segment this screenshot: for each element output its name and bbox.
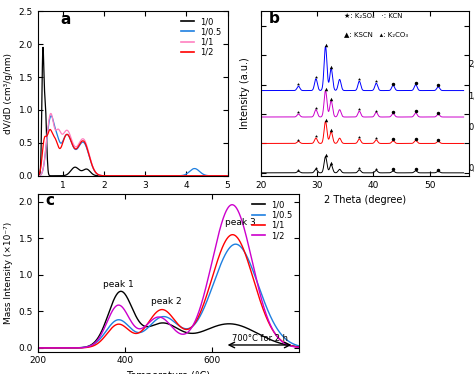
Legend: 1/0, 1/0.5, 1/1, 1/2: 1/0, 1/0.5, 1/1, 1/2 (180, 15, 223, 58)
Y-axis label: Mass Intensity (×10⁻⁷): Mass Intensity (×10⁻⁷) (4, 222, 13, 324)
Text: 0/1: 0/1 (468, 164, 474, 173)
Y-axis label: Intensity (a.u.): Intensity (a.u.) (240, 58, 250, 129)
Text: a: a (61, 12, 71, 27)
Text: peak 3: peak 3 (225, 218, 255, 227)
Text: c: c (46, 193, 55, 208)
Text: ★: K₂SO₄   ⋅: KCN: ★: K₂SO₄ ⋅: KCN (344, 13, 402, 19)
Text: ▲: KSCN   ▴: K₂CO₃: ▲: KSCN ▴: K₂CO₃ (344, 31, 408, 37)
X-axis label: Temperature (°C): Temperature (°C) (126, 371, 210, 374)
Text: peak 2: peak 2 (151, 297, 182, 306)
Text: peak 1: peak 1 (103, 280, 134, 289)
Text: 1/1: 1/1 (468, 92, 474, 101)
Text: b: b (269, 11, 280, 26)
Legend: 1/0, 1/0.5, 1/1, 1/2: 1/0, 1/0.5, 1/1, 1/2 (251, 199, 294, 242)
Text: 2/1: 2/1 (468, 59, 474, 68)
Y-axis label: dV/dD (cm³/g/nm): dV/dD (cm³/g/nm) (4, 53, 13, 134)
X-axis label: 2 Theta (degree): 2 Theta (degree) (324, 195, 406, 205)
X-axis label: Pore Size (nm): Pore Size (nm) (97, 195, 168, 205)
Text: 700°C for 2 h: 700°C for 2 h (231, 334, 288, 343)
Text: 0.5/1: 0.5/1 (468, 123, 474, 132)
